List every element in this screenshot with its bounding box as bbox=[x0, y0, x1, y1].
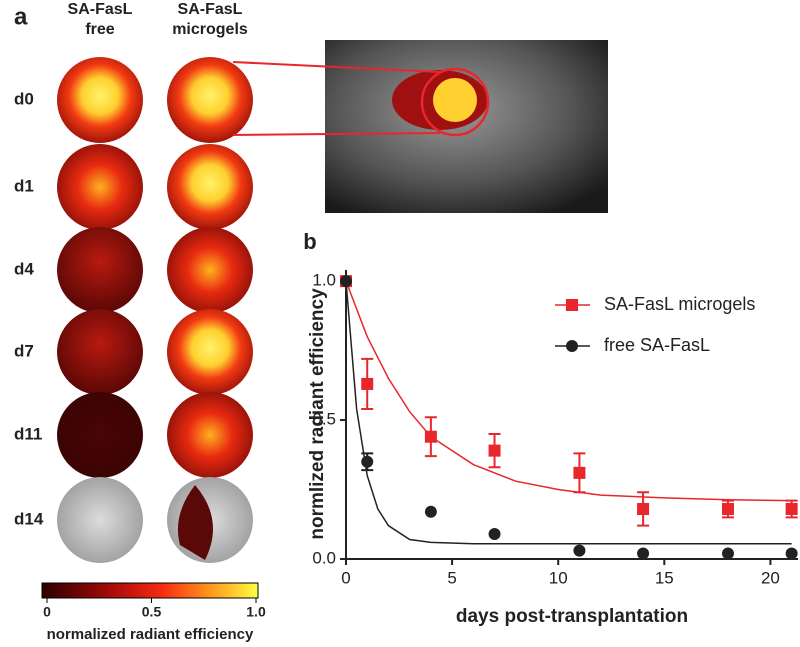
image bbox=[167, 309, 253, 395]
data-point bbox=[361, 377, 374, 390]
row-label: d14 bbox=[14, 509, 44, 528]
zoom-circle bbox=[420, 67, 490, 137]
column-header-line: microgels bbox=[172, 21, 248, 38]
x-tick-label: 0 bbox=[341, 568, 350, 587]
column-header: SA-FasL microgels bbox=[172, 1, 248, 38]
data-point bbox=[361, 455, 374, 468]
row-label: d4 bbox=[14, 259, 34, 278]
zoom-line bbox=[232, 132, 441, 136]
x-tick-label: 10 bbox=[549, 568, 568, 587]
data-point bbox=[721, 547, 734, 560]
image bbox=[57, 392, 143, 478]
image bbox=[57, 309, 143, 395]
data-point bbox=[721, 502, 734, 515]
x-tick-label: 20 bbox=[761, 568, 780, 587]
data-point bbox=[424, 505, 437, 518]
data-point bbox=[785, 547, 798, 560]
legend-label: free SA-FasL bbox=[604, 335, 710, 355]
data-point bbox=[573, 544, 586, 557]
fit-curve bbox=[345, 280, 792, 502]
data-point bbox=[488, 444, 501, 457]
row-label: d7 bbox=[14, 341, 34, 360]
image bbox=[57, 57, 143, 143]
y-tick-label: 0.0 bbox=[312, 548, 336, 567]
legend-marker bbox=[566, 299, 578, 311]
y-axis-label: normlized radiant efficiency bbox=[307, 288, 328, 540]
colorbar-tick-label: 1.0 bbox=[246, 604, 266, 620]
legend-marker bbox=[566, 340, 578, 352]
image bbox=[57, 477, 143, 563]
data-point bbox=[785, 502, 798, 515]
images bbox=[57, 40, 608, 563]
colorbar bbox=[41, 582, 259, 599]
colorbar-tick-label: 0.5 bbox=[142, 604, 162, 620]
image bbox=[167, 227, 253, 313]
panel-label: a bbox=[14, 3, 28, 30]
y-tick-label: 1.0 bbox=[312, 271, 336, 290]
legend-label: SA-FasL microgels bbox=[604, 294, 755, 314]
image-region bbox=[177, 485, 213, 560]
image bbox=[167, 392, 253, 478]
fit-curve bbox=[345, 281, 792, 545]
data-point bbox=[488, 527, 501, 540]
column-header-line: free bbox=[85, 21, 114, 38]
mouse-signal bbox=[433, 78, 477, 122]
zoom-line bbox=[232, 61, 441, 73]
y-tick-label: 0.5 bbox=[312, 410, 336, 429]
colorbar-tick-label: 0 bbox=[43, 604, 51, 620]
data-point bbox=[637, 502, 650, 515]
row-label: d11 bbox=[14, 424, 42, 443]
data-point bbox=[424, 430, 437, 443]
image bbox=[57, 144, 143, 230]
data-point bbox=[573, 466, 586, 479]
column-header: SA-FasL free bbox=[68, 1, 133, 38]
x-tick-label: 15 bbox=[655, 568, 674, 587]
panel-label: b bbox=[303, 229, 316, 254]
row-label: d0 bbox=[14, 89, 34, 108]
image bbox=[57, 227, 143, 313]
image bbox=[167, 57, 253, 143]
image bbox=[167, 144, 253, 230]
data-point bbox=[340, 275, 352, 288]
data-point bbox=[637, 547, 650, 560]
column-header-line: SA-FasL bbox=[178, 1, 243, 18]
colorbar-label: normalized radiant efficiency bbox=[47, 626, 254, 643]
x-axis-label: days post-transplantation bbox=[456, 606, 688, 627]
column-header-line: SA-FasL bbox=[68, 1, 133, 18]
row-label: d1 bbox=[14, 176, 34, 195]
x-tick-label: 5 bbox=[447, 568, 456, 587]
mouse-image bbox=[325, 40, 608, 213]
